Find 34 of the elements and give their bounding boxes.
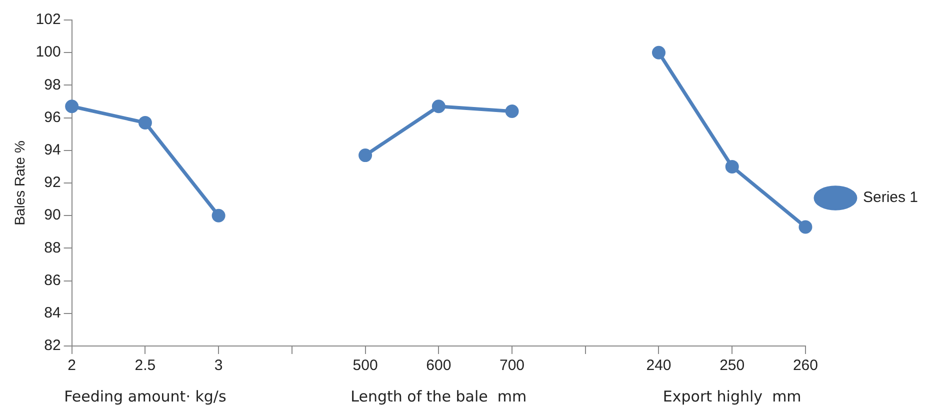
y-tick-label: 100 [36,44,61,61]
y-tick-label: 82 [44,337,61,354]
y-tick-label: 94 [44,142,61,159]
point [432,100,446,114]
point [138,116,152,130]
text: Length of the bale mm [350,387,527,406]
x-tick-label: 260 [792,357,818,374]
x-tick-label: 700 [500,357,525,374]
point [505,104,519,118]
legend-label: Series 1 [862,189,918,206]
y-tick-label: 90 [44,206,61,224]
y-tick-label: 98 [44,76,61,94]
text: Feeding amount· kg/s [64,387,226,406]
x-tick-label: 250 [720,357,745,374]
text: Export highly mm [662,387,802,406]
point [358,148,372,162]
y-tick-label: 84 [44,304,61,322]
y-tick-label: 92 [44,174,61,192]
point [212,208,226,222]
x-tick-label: 240 [646,357,672,374]
x-tick-label: 600 [426,357,452,374]
point [798,220,812,234]
y-tick-label: 102 [36,11,61,28]
point [652,46,666,60]
y-tick-label: 86 [44,272,61,289]
x-tick-label: 500 [352,357,378,374]
y-tick-label: 96 [44,108,61,126]
y-axis-title: Bales Rate % [11,140,28,226]
point [725,160,739,174]
point [65,100,79,114]
x-tick-label: 3 [214,357,223,374]
x-tick-label: 2 [68,357,76,374]
y-tick-label: 88 [44,239,61,256]
x-tick-label: 2.5 [134,357,156,374]
